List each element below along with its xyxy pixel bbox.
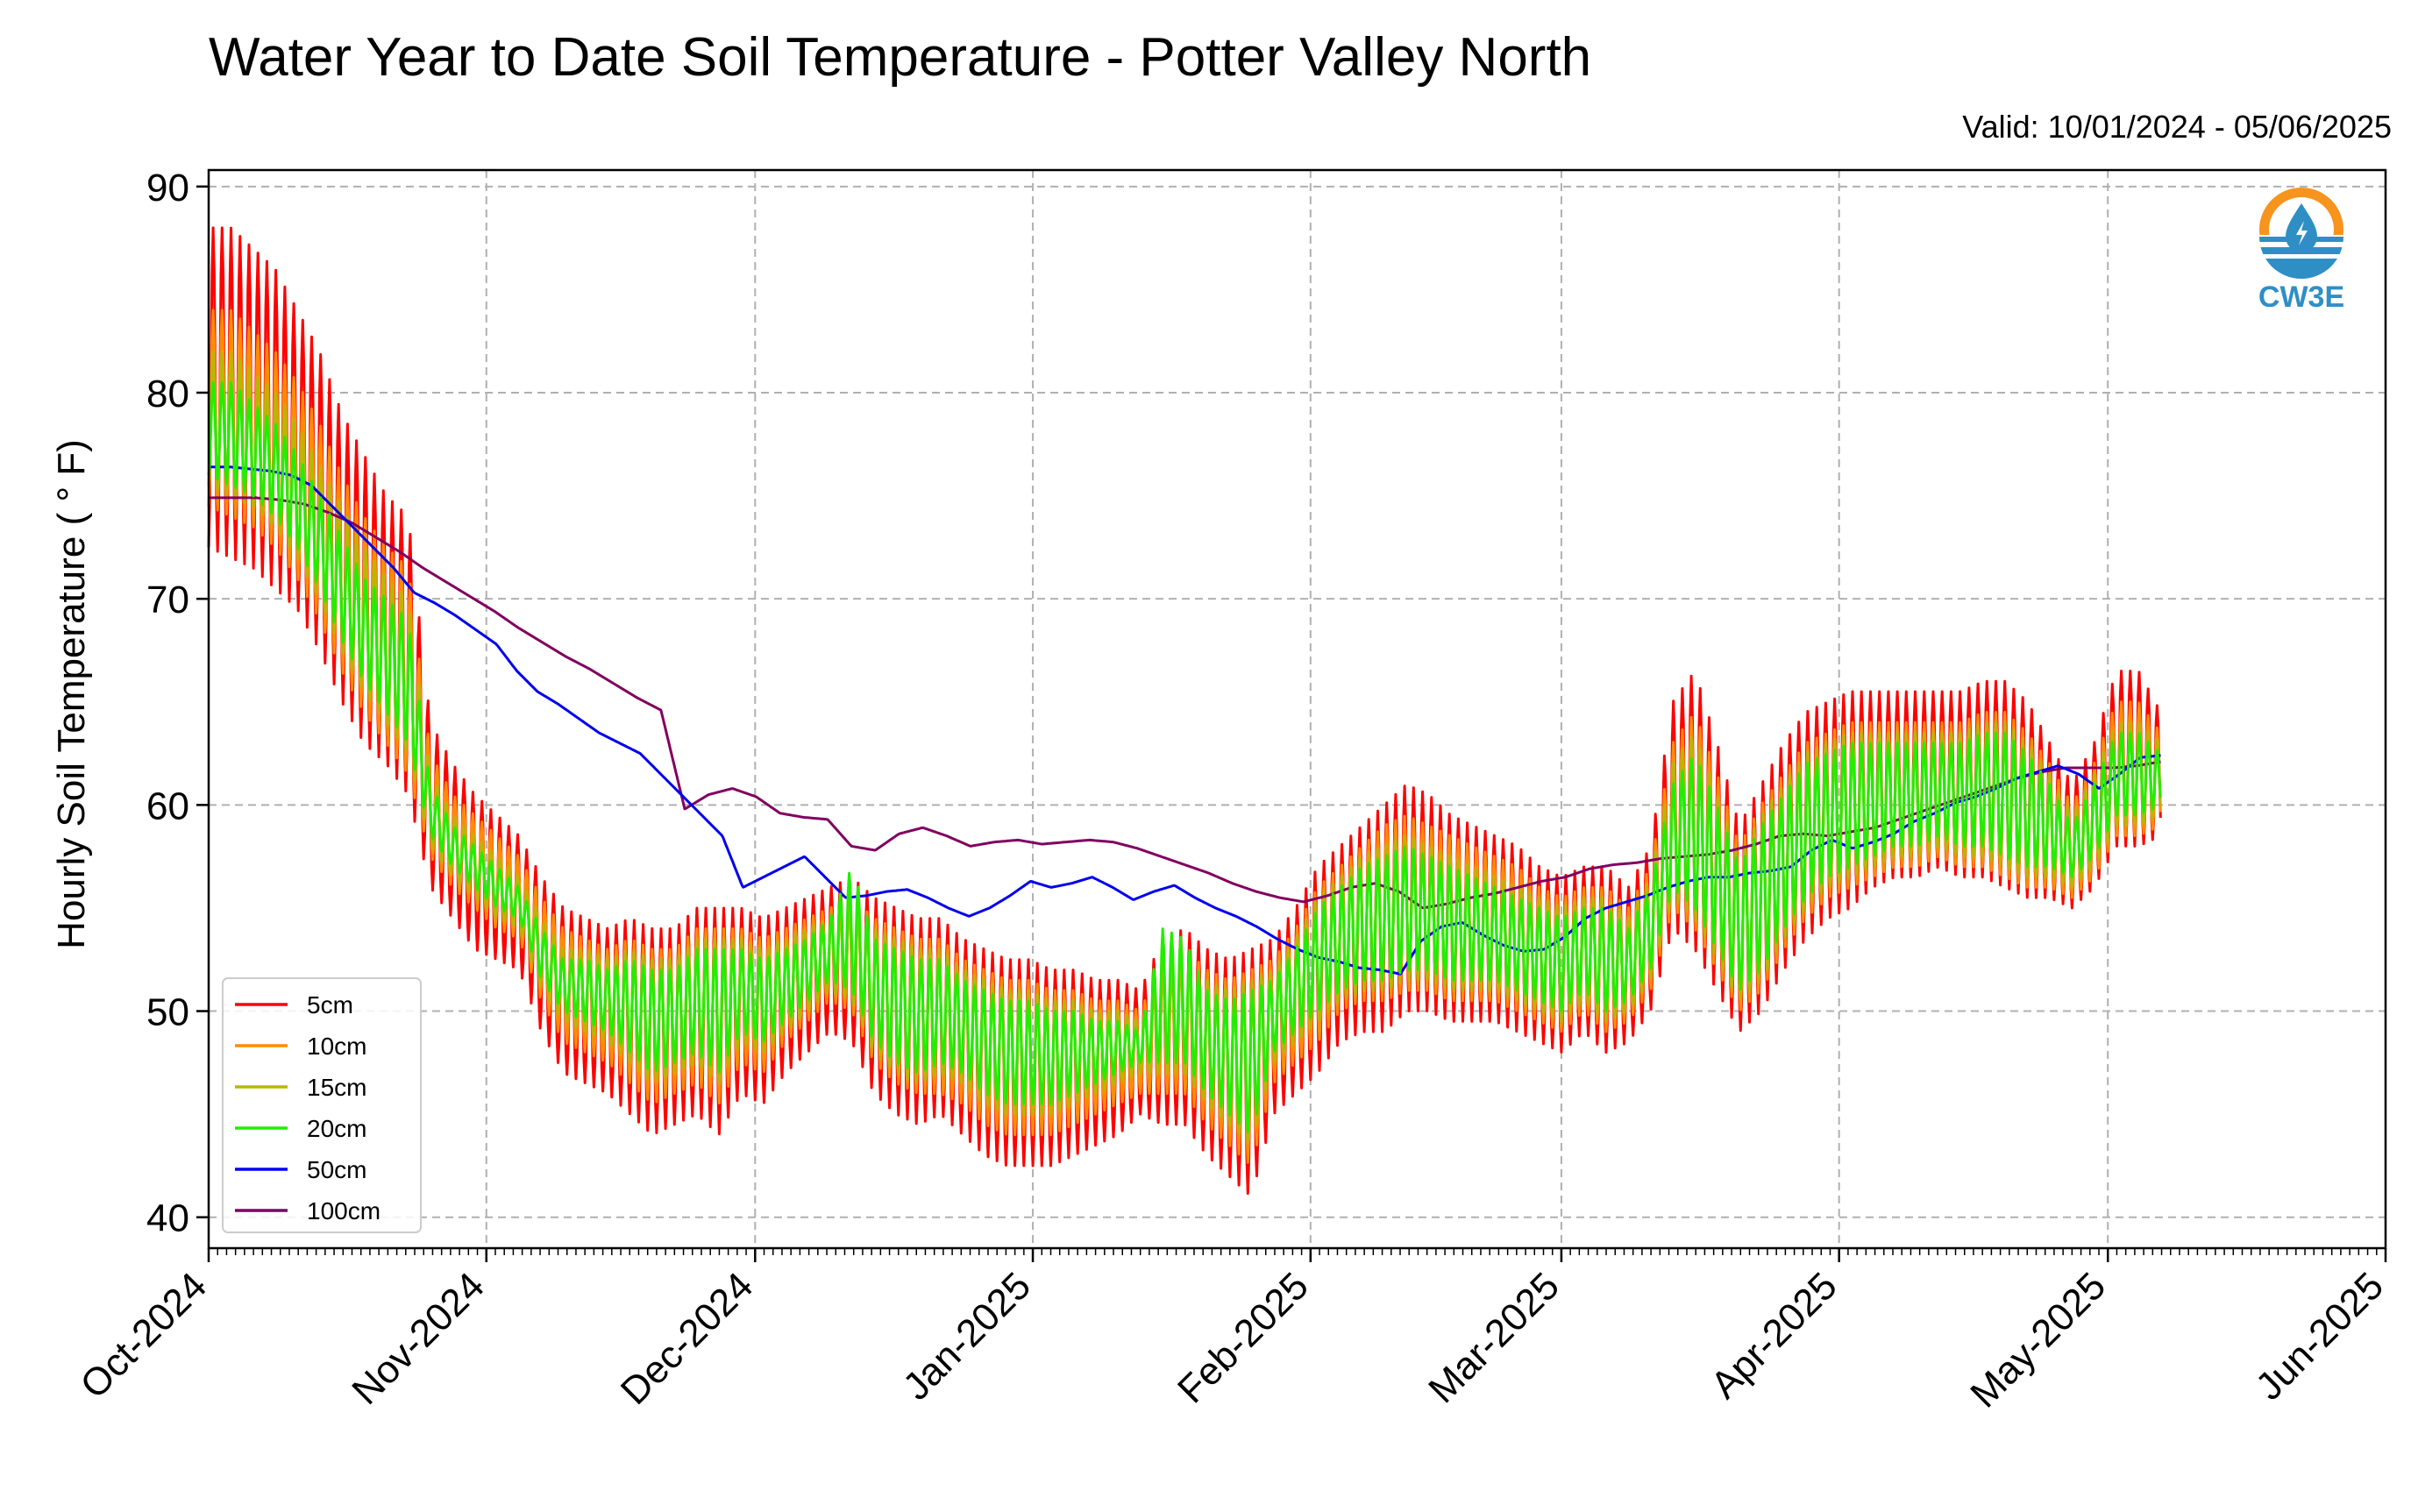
series-line-100cm	[208, 496, 2161, 910]
series-line-50cm	[208, 465, 2161, 976]
cw3e-logo-text: CW3E	[2258, 280, 2344, 314]
y-tick-label: 80	[146, 373, 189, 415]
y-tick-label: 50	[146, 991, 189, 1034]
cw3e-logo: CW3E	[2256, 188, 2347, 314]
legend-label: 5cm	[307, 991, 353, 1019]
valid-date-range: Valid: 10/01/2024 - 05/06/2025	[1962, 109, 2392, 145]
x-tick-label: Oct-2024	[72, 1264, 215, 1407]
legend-label: 20cm	[307, 1115, 366, 1142]
legend-label: 100cm	[307, 1197, 380, 1225]
y-tick-label: 90	[146, 167, 189, 209]
legend-label: 15cm	[307, 1074, 366, 1101]
plot-frame	[207, 168, 2387, 1250]
legend-label: 50cm	[307, 1156, 366, 1183]
chart-title: Water Year to Date Soil Temperature - Po…	[209, 27, 1592, 88]
y-tick-label: 70	[146, 579, 189, 621]
x-tick-label: Mar-2025	[1420, 1264, 1568, 1411]
x-tick-label: May-2025	[1962, 1264, 2114, 1416]
x-tick-label: Dec-2024	[613, 1264, 762, 1413]
legend-label: 10cm	[307, 1033, 366, 1060]
x-tick-label: Nov-2024	[344, 1264, 493, 1413]
y-tick-label: 40	[146, 1197, 189, 1240]
series-lines	[207, 226, 2162, 1196]
x-tick-label: Jan-2025	[895, 1264, 1039, 1408]
series-line-20cm	[207, 380, 2162, 1133]
y-tick-label: 60	[146, 784, 189, 827]
x-tick-label: Jun-2025	[2248, 1264, 2392, 1408]
grid-lines	[208, 170, 2386, 1248]
x-tick-label: Apr-2025	[1703, 1264, 1846, 1407]
x-tick-label: Feb-2025	[1170, 1264, 1317, 1411]
legend: 5cm 10cm 15cm 20cm 50cm 100cm	[222, 977, 422, 1233]
